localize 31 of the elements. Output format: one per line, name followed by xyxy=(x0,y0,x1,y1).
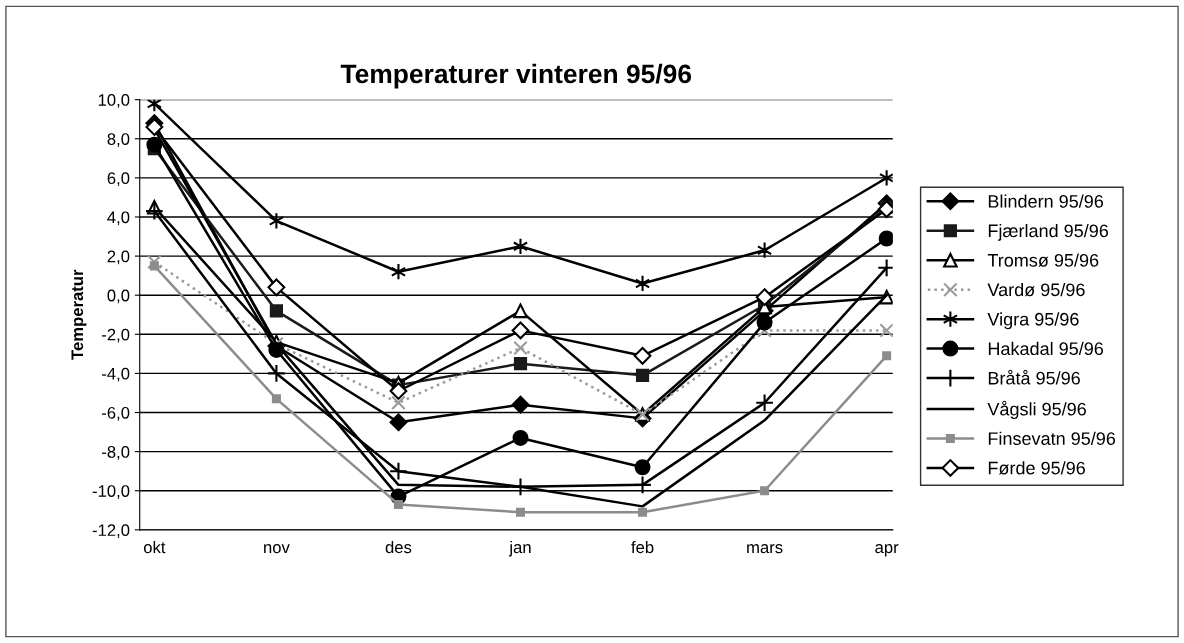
legend-label: Bråtå 95/96 xyxy=(988,369,1080,385)
y-tick-label: -10,0 xyxy=(92,485,130,499)
legend-label: Fjærland 95/96 xyxy=(988,223,1109,241)
y-tick-label: 0,0 xyxy=(107,289,130,304)
legend-label: Blindern 95/96 xyxy=(988,194,1104,208)
y-tick-label: -2,0 xyxy=(102,328,130,343)
legend-label: Finsevatn 95/96 xyxy=(988,431,1116,445)
y-axis-title: Temperatur xyxy=(71,269,87,360)
y-tick-label: 10,0 xyxy=(98,94,130,108)
legend-label: Førde 95/96 xyxy=(988,461,1085,475)
y-tick-label: -8,0 xyxy=(102,446,130,460)
x-tick-label: nov xyxy=(264,544,290,554)
y-tick-label: 4,0 xyxy=(107,211,130,226)
y-tick-label: 8,0 xyxy=(107,133,130,147)
y-tick-label: 6,0 xyxy=(107,172,130,187)
y-tick-label: -4,0 xyxy=(102,367,130,382)
legend-label: Vardø 95/96 xyxy=(987,282,1085,297)
x-tick-label: jan xyxy=(508,540,531,557)
legend-label: Hakadal 95/96 xyxy=(988,341,1104,356)
chart-title: Temperaturer vinteren 95/96 xyxy=(340,63,692,89)
y-tick-label: -12,0 xyxy=(92,524,130,538)
x-tick-label: des xyxy=(385,540,412,554)
legend-label: Vigra 95/96 xyxy=(987,312,1079,330)
x-tick-label: mars xyxy=(747,544,783,554)
x-tick-label: okt xyxy=(143,540,166,554)
y-tick-label: -6,0 xyxy=(102,406,130,421)
x-tick-label: feb xyxy=(631,540,654,554)
x-tick-label: apr xyxy=(875,544,899,557)
y-tick-label: 2,0 xyxy=(107,250,130,265)
legend-label: Tromsø 95/96 xyxy=(987,253,1099,267)
legend-label: Vågsli 95/96 xyxy=(987,400,1086,420)
